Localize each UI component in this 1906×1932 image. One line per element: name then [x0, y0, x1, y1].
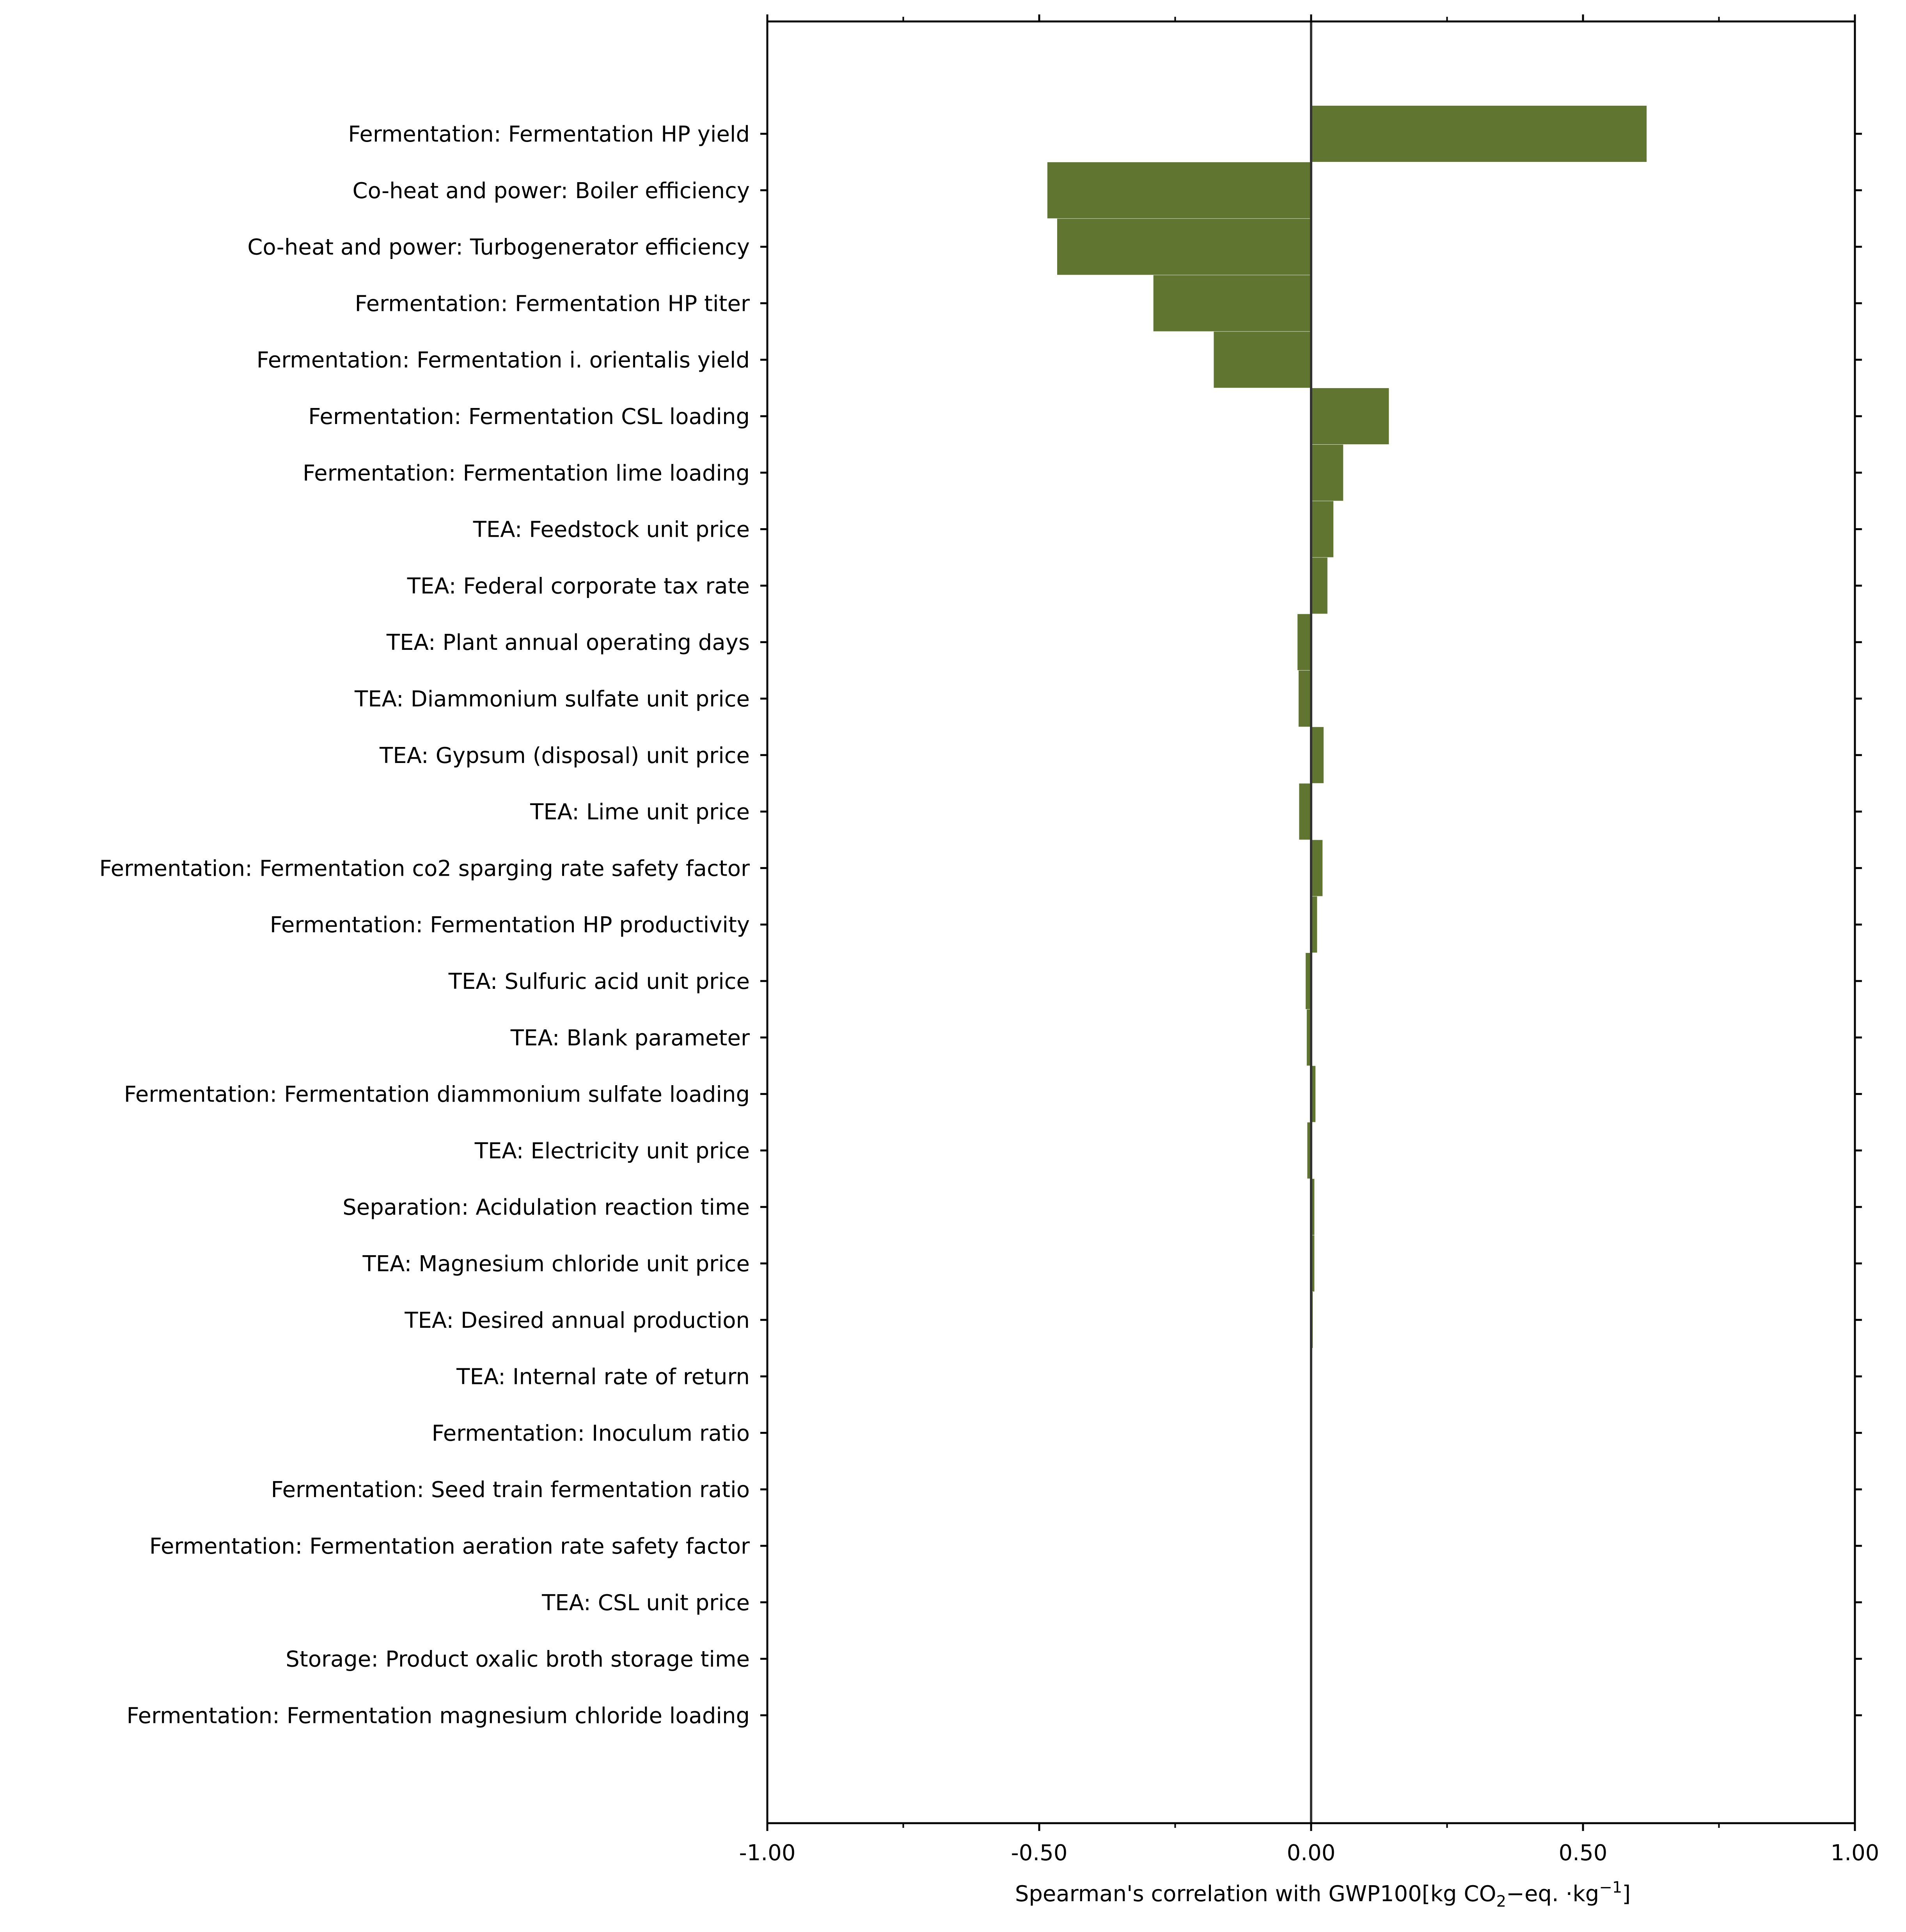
bar	[1311, 106, 1647, 162]
y-tick-label: TEA: Gypsum (disposal) unit price	[379, 743, 750, 768]
x-axis-title-mid: −eq. ·kg	[1506, 1881, 1599, 1907]
bar	[1311, 1235, 1315, 1292]
bar	[1311, 557, 1327, 614]
y-tick-label: TEA: Blank parameter	[510, 1025, 750, 1051]
bar	[1047, 162, 1311, 218]
y-tick-label: Fermentation: Fermentation CSL loading	[308, 404, 750, 429]
y-tick-label: TEA: Internal rate of return	[456, 1364, 750, 1390]
y-tick-label: TEA: Magnesium chloride unit price	[362, 1251, 750, 1277]
x-axis-title-subscript: 2	[1496, 1893, 1506, 1911]
y-tick-label: Fermentation: Fermentation HP yield	[348, 122, 750, 147]
bar	[1311, 444, 1343, 501]
y-axis: Fermentation: Fermentation HP yield Co-he…	[99, 122, 1862, 1728]
y-tick-label: TEA: Diammonium sulfate unit price	[354, 687, 750, 712]
x-axis: -1.00 -0.50 0.00 0.50 1.00	[739, 14, 1879, 1866]
x-axis-title: Spearman's correlation with GWP100[kg CO…	[1015, 1879, 1631, 1911]
y-tick-label: TEA: Federal corporate tax rate	[407, 573, 750, 599]
y-tick-label: Fermentation: Fermentation HP productivi…	[270, 912, 750, 938]
y-tick-label: Fermentation: Fermentation magnesium chl…	[126, 1703, 750, 1728]
y-tick-label: Fermentation: Fermentation i. orientalis…	[257, 348, 750, 373]
bar	[1311, 501, 1334, 557]
y-tick-label: TEA: Plant annual operating days	[386, 630, 750, 655]
bar	[1311, 1066, 1316, 1122]
bar	[1214, 332, 1311, 388]
x-axis-title-main: Spearman's correlation with GWP100[kg CO	[1015, 1881, 1496, 1907]
x-tick-label: 0.00	[1287, 1840, 1336, 1866]
y-tick-label: Fermentation: Fermentation aeration rate…	[149, 1534, 750, 1559]
bar	[1306, 1009, 1311, 1066]
y-tick-label: TEA: Feedstock unit price	[473, 517, 750, 543]
bar	[1311, 896, 1317, 953]
x-tick-label: 0.50	[1559, 1840, 1608, 1866]
y-tick-label: Fermentation: Fermentation HP titer	[355, 291, 750, 316]
x-axis-title-superscript: −1	[1599, 1879, 1622, 1897]
x-tick-label: -0.50	[1011, 1840, 1068, 1866]
y-tick-label: Fermentation: Inoculum ratio	[432, 1421, 750, 1446]
x-tick-label: 1.00	[1831, 1840, 1879, 1866]
y-tick-label: Storage: Product oxalic broth storage ti…	[286, 1647, 750, 1672]
bar	[1311, 840, 1323, 896]
y-tick-label: Co-heat and power: Boiler efficiency	[353, 178, 750, 204]
y-tick-label: TEA: Lime unit price	[530, 800, 750, 825]
bar	[1311, 1179, 1315, 1235]
y-tick-label: TEA: Desired annual production	[404, 1308, 750, 1333]
bar	[1311, 388, 1389, 444]
bar	[1299, 783, 1311, 840]
y-tick-label: TEA: Sulfuric acid unit price	[448, 969, 750, 994]
y-tick-label: Co-heat and power: Turbogenerator effici…	[247, 235, 750, 260]
y-tick-label: TEA: Electricity unit price	[474, 1138, 750, 1164]
bars-group	[1047, 106, 1647, 1518]
bar	[1311, 727, 1324, 783]
bar	[1307, 1122, 1311, 1179]
bar	[1298, 671, 1311, 727]
y-tick-label: Fermentation: Seed train fermentation ra…	[271, 1477, 750, 1503]
bar	[1057, 218, 1311, 275]
y-tick-label: Fermentation: Fermentation lime loading	[303, 461, 750, 486]
bar	[1306, 953, 1311, 1009]
bar	[1297, 614, 1311, 671]
y-tick-label: TEA: CSL unit price	[541, 1590, 750, 1616]
bar	[1153, 275, 1311, 332]
x-tick-label: -1.00	[739, 1840, 796, 1866]
y-tick-label: Fermentation: Fermentation co2 sparging …	[99, 856, 750, 881]
y-tick-label: Separation: Acidulation reaction time	[343, 1195, 750, 1220]
x-axis-title-end: ]	[1622, 1881, 1631, 1907]
y-tick-label: Fermentation: Fermentation diammonium su…	[124, 1082, 750, 1107]
